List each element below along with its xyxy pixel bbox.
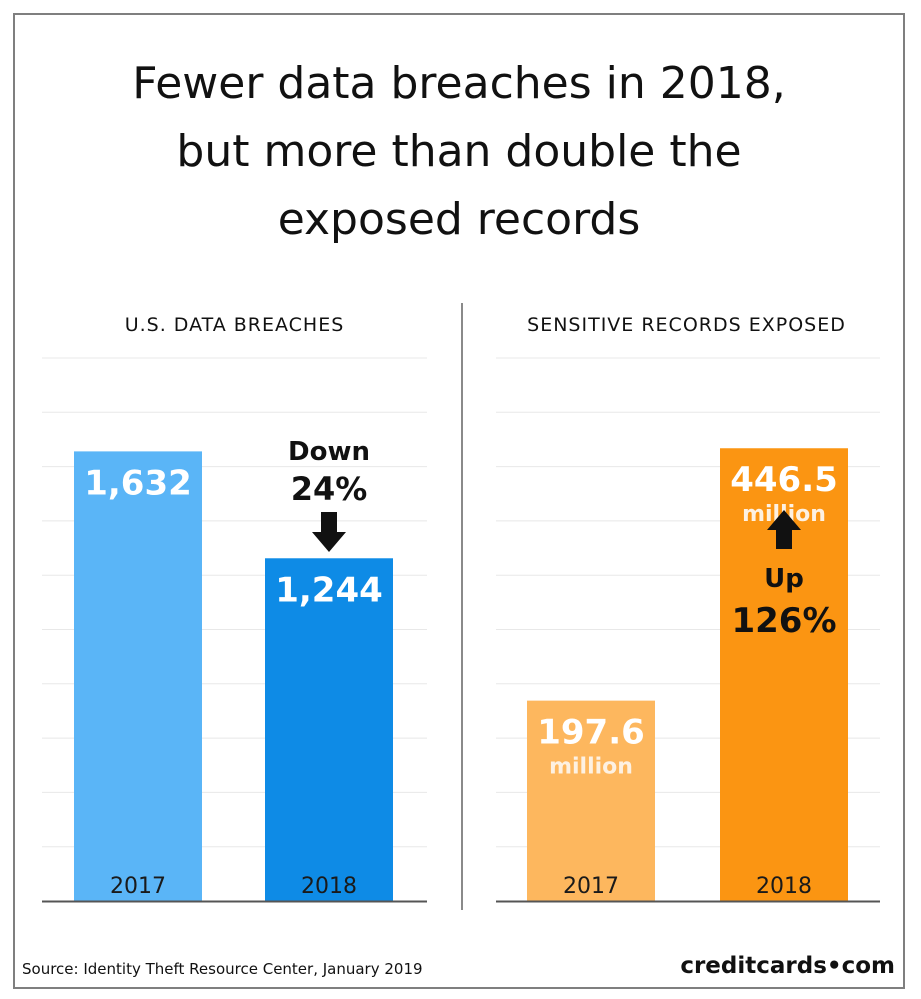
records-panel-title: SENSITIVE RECORDS EXPOSED <box>527 314 846 336</box>
records-bar-2017 <box>527 700 655 901</box>
breaches-bar-2018 <box>265 558 393 901</box>
breaches-change-percent: 24% <box>291 470 368 508</box>
chart-title-line-1: Fewer data breaches in 2018, <box>132 58 786 109</box>
chart-title: Fewer data breaches in 2018, but more th… <box>13 50 905 254</box>
breaches-value-label-2018: 1,244 <box>275 570 383 610</box>
records-tick-label-2018: 2018 <box>756 874 812 899</box>
breaches-value-label-2017: 1,632 <box>84 463 192 503</box>
records-change-label: Up <box>764 564 804 594</box>
records-value-label-2017: 197.6 <box>537 713 645 753</box>
breaches-bar-2017 <box>74 451 202 901</box>
breaches-tick-label-2018: 2018 <box>301 874 357 899</box>
records-change-percent: 126% <box>731 601 836 641</box>
breaches-change-label: Down <box>288 437 370 467</box>
records-value-label-2018: 446.5 <box>730 460 838 500</box>
panel-divider <box>461 303 463 910</box>
records-unit-label-2017: million <box>549 755 633 780</box>
chart-title-line-3: exposed records <box>277 194 641 245</box>
breaches-panel-title: U.S. DATA BREACHES <box>124 314 345 336</box>
breaches-tick-label-2017: 2017 <box>110 874 166 899</box>
up-arrow-icon <box>767 510 801 549</box>
records-tick-label-2017: 2017 <box>563 874 619 899</box>
source-note: Source: Identity Theft Resource Center, … <box>22 960 423 978</box>
down-arrow-icon <box>312 512 346 552</box>
brand-logo: creditcards•com <box>680 953 895 979</box>
chart-title-line-2: but more than double the <box>176 126 742 177</box>
